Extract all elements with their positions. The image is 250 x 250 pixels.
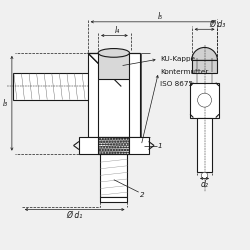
Text: ISO 8675: ISO 8675: [160, 81, 193, 87]
Bar: [98, 138, 130, 154]
Text: 2: 2: [140, 192, 145, 198]
Text: Ø d₁: Ø d₁: [66, 211, 83, 220]
Bar: [197, 118, 212, 172]
Text: KU-Kappe: KU-Kappe: [160, 56, 195, 62]
Bar: [79, 138, 148, 154]
Text: Kontermutter: Kontermutter: [160, 69, 208, 75]
Bar: [192, 60, 218, 73]
Circle shape: [201, 172, 208, 179]
Bar: [100, 197, 128, 202]
Bar: [98, 53, 130, 79]
Wedge shape: [192, 48, 218, 60]
Text: l₃: l₃: [2, 99, 7, 108]
Text: 1: 1: [158, 142, 162, 148]
Bar: [88, 53, 140, 138]
Text: l₅: l₅: [158, 12, 162, 21]
Bar: [100, 154, 128, 197]
Circle shape: [198, 93, 211, 107]
Text: Ø d₃: Ø d₃: [209, 20, 225, 29]
Bar: [13, 73, 96, 100]
Text: l₄: l₄: [114, 26, 119, 35]
Bar: [190, 83, 219, 117]
Ellipse shape: [98, 48, 130, 57]
Text: d₂: d₂: [200, 180, 208, 189]
